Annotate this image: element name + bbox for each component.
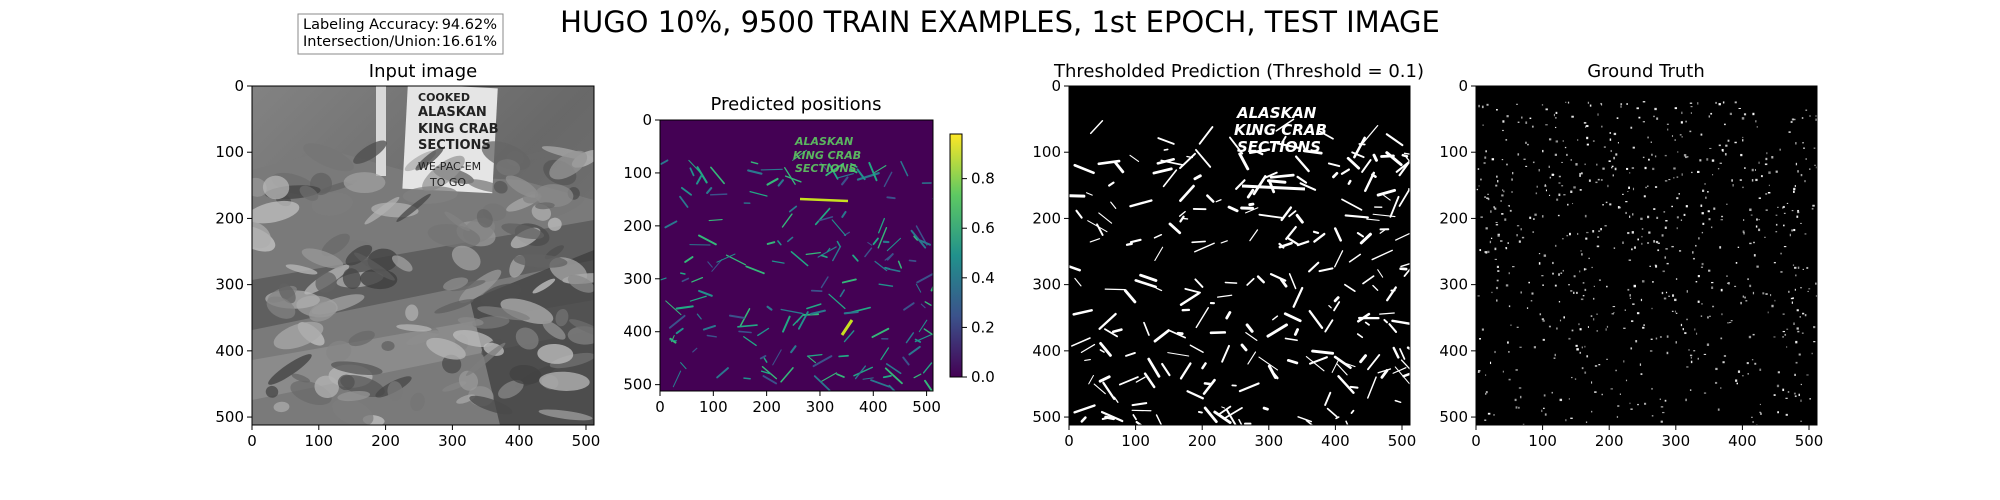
colorbar-tick-label: 0.6 [971,219,995,237]
svg-text:ALASKAN: ALASKAN [794,135,853,148]
y-tick-label: 400 [623,323,652,341]
y-tick-label: 300 [1439,276,1468,294]
panel-thresholded: Thresholded Prediction (Threshold = 0.1)… [1032,61,1424,450]
svg-text:ALASKAN: ALASKAN [418,105,487,120]
y-tick-label: 200 [215,209,244,227]
svg-text:COOKED: COOKED [418,91,470,104]
y-tick-label: 0 [1458,77,1468,95]
x-tick-label: 200 [752,398,781,416]
colorbar-tick-label: 0.0 [971,368,995,386]
svg-text:KING CRAB: KING CRAB [1234,121,1327,139]
svg-text:ALASKAN: ALASKAN [1236,104,1317,122]
x-tick-label: 500 [1795,432,1824,450]
svg-text:SECTIONS: SECTIONS [1237,138,1321,156]
x-tick-label: 100 [699,398,728,416]
x-tick-label: 200 [1188,432,1217,450]
y-tick-label: 0 [234,77,244,95]
svg-text:TO GO: TO GO [429,176,466,189]
x-tick-label: 0 [1064,432,1074,450]
svg-text:SECTIONS: SECTIONS [418,138,491,153]
sign-lettering: COOKED ALASKAN KING CRAB SECTIONS WE-PAC… [418,91,499,189]
x-tick-label: 400 [1728,432,1757,450]
y-tick-label: 500 [1032,408,1061,426]
y-tick-label: 400 [1032,342,1061,360]
x-tick-label: 300 [438,432,467,450]
y-tick-label: 500 [215,408,244,426]
predicted-heatmap: ALASKAN KING CRAB SECTIONS [660,120,933,391]
iou-value: 16.61% [442,34,497,50]
panel-title-thresholded: Thresholded Prediction (Threshold = 0.1) [1053,61,1424,82]
y-tick-label: 100 [1032,143,1061,161]
x-tick-label: 0 [247,432,257,450]
panel-ground-truth: Ground Truth 0 100 200 300 400 50001002003004… [1439,61,1823,450]
x-tick-label: 400 [859,398,888,416]
panel-predicted: Predicted positions ALASKAN KING CRAB SE… [623,94,995,416]
y-tick-label: 500 [1439,408,1468,426]
x-tick-label: 0 [1471,432,1481,450]
figure-title: HUGO 10%, 9500 TRAIN EXAMPLES, 1st EPOCH… [560,5,1440,39]
svg-text:KING CRAB: KING CRAB [418,122,499,137]
x-tick-label: 400 [505,432,534,450]
x-tick-label: 500 [572,432,601,450]
x-tick-label: 100 [1528,432,1557,450]
y-tick-label: 300 [215,276,244,294]
x-tick-label: 500 [1388,432,1417,450]
y-tick-label: 200 [1439,209,1468,227]
svg-text:SECTIONS: SECTIONS [795,162,857,175]
x-tick-label: 300 [1254,432,1283,450]
crab-texture [252,140,594,425]
accuracy-label: Labeling Accuracy: [303,17,439,33]
colorbar-tick-label: 0.8 [971,170,995,188]
panel-title-ground-truth: Ground Truth [1587,61,1705,82]
y-tick-label: 100 [215,143,244,161]
y-tick-label: 500 [623,376,652,394]
y-tick-label: 0 [1051,77,1061,95]
svg-text:WE-PAC-EM: WE-PAC-EM [418,160,481,173]
metrics-box: Labeling Accuracy: 94.62% Intersection/U… [297,13,504,55]
y-tick-label: 400 [215,342,244,360]
panel-input-image: Input image COOKED ALASKAN KING CRAB SEC… [215,61,600,450]
thresholded-image: ALASKAN KING CRAB SECTIONS [1069,86,1410,425]
iou-label: Intersection/Union: [303,34,441,50]
x-tick-label: 0 [655,398,665,416]
svg-text:KING CRAB: KING CRAB [793,149,861,162]
x-tick-label: 300 [806,398,835,416]
y-tick-label: 400 [1439,342,1468,360]
pred-sign-text: ALASKAN KING CRAB SECTIONS [793,135,861,175]
x-tick-label: 100 [1121,432,1150,450]
y-tick-label: 300 [1032,276,1061,294]
y-tick-label: 0 [642,111,652,129]
input-image: COOKED ALASKAN KING CRAB SECTIONS WE-PAC… [252,86,594,425]
x-tick-label: 300 [1661,432,1690,450]
colorbar: 0.0 0.2 0.4 0.6 0.8 [949,133,995,386]
panel-title-predicted: Predicted positions [711,94,882,115]
thr-sign-text: ALASKAN KING CRAB SECTIONS [1234,104,1327,156]
x-tick-label: 500 [912,398,941,416]
panel-title-input: Input image [369,61,477,82]
ground-truth-image [1476,86,1817,425]
x-tick-label: 100 [304,432,333,450]
x-tick-label: 400 [1321,432,1350,450]
accuracy-value: 94.62% [442,17,497,33]
y-tick-label: 100 [623,164,652,182]
y-tick-label: 200 [623,217,652,235]
x-tick-label: 200 [1595,432,1624,450]
y-tick-label: 300 [623,270,652,288]
colorbar-tick-label: 0.4 [971,269,995,287]
y-tick-label: 200 [1032,209,1061,227]
x-tick-label: 200 [371,432,400,450]
colorbar-tick-label: 0.2 [971,318,995,336]
y-tick-label: 100 [1439,143,1468,161]
